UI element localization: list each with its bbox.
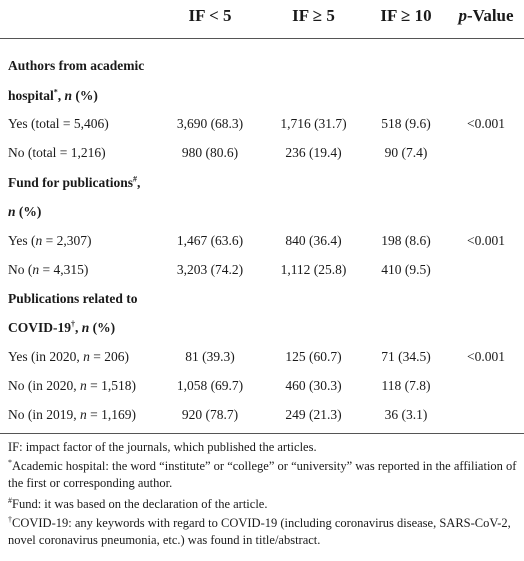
- row-label: Yes (total = 5,406): [8, 116, 109, 131]
- cell-if-ge-5: 125 (60.7): [285, 349, 342, 364]
- cell-if-ge-5: 840 (36.4): [285, 233, 342, 248]
- cell-if-ge-5: 249 (21.3): [285, 407, 342, 422]
- row-label: Yes (in 2020, n = 206): [8, 349, 129, 364]
- cell-if-ge-10: 118 (7.8): [381, 378, 431, 393]
- footnote-academic-hospital: *Academic hospital: the word “institute”…: [8, 457, 517, 490]
- cell-if-lt-5: 3,690 (68.3): [176, 116, 244, 131]
- table-bottom-rule: [0, 433, 524, 434]
- row-label: No (total = 1,216): [8, 145, 106, 160]
- cell-if-lt-5: 1,058 (69.7): [176, 378, 244, 393]
- row-label: No (in 2020, n = 1,518): [8, 378, 136, 393]
- section-academic-title-line2: hospital*, n (%): [8, 87, 98, 103]
- cell-if-lt-5: 920 (78.7): [181, 407, 239, 422]
- cell-if-ge-10: 410 (9.5): [381, 262, 431, 277]
- cell-p-value: <0.001: [467, 233, 505, 248]
- header-if-ge-5: IF ≥ 5: [292, 6, 335, 25]
- cell-if-ge-5: 236 (19.4): [285, 145, 342, 160]
- footnote-fund: #Fund: it was based on the declaration o…: [8, 495, 268, 511]
- section-fund-title-line1: Fund for publications#,: [8, 174, 141, 190]
- cell-if-lt-5: 81 (39.3): [185, 349, 235, 364]
- cell-p-value: <0.001: [467, 349, 505, 364]
- cell-if-ge-10: 198 (8.6): [381, 233, 431, 248]
- footnote-if: IF: impact factor of the journals, which…: [8, 440, 317, 454]
- cell-if-ge-10: 71 (34.5): [381, 349, 431, 364]
- header-rule: [0, 38, 524, 39]
- cell-if-ge-10: 90 (7.4): [384, 145, 428, 160]
- header-p-value: p-Value: [458, 6, 514, 25]
- cell-if-lt-5: 3,203 (74.2): [176, 262, 244, 277]
- cell-if-ge-5: 1,716 (31.7): [280, 116, 347, 131]
- row-label: Yes (n = 2,307): [8, 233, 92, 248]
- cell-if-ge-5: 460 (30.3): [285, 378, 342, 393]
- row-label: No (n = 4,315): [8, 262, 89, 277]
- section-covid-title-line1: Publications related to: [8, 291, 138, 306]
- cell-if-ge-10: 36 (3.1): [384, 407, 428, 422]
- cell-if-lt-5: 980 (80.6): [181, 145, 239, 160]
- row-label: No (in 2019, n = 1,169): [8, 407, 136, 422]
- cell-if-ge-5: 1,112 (25.8): [280, 262, 347, 277]
- cell-if-lt-5: 1,467 (63.6): [176, 233, 244, 248]
- section-covid-title-line2: COVID-19†, n (%): [8, 319, 116, 335]
- section-fund-title-line2: n (%): [8, 204, 42, 219]
- cell-if-ge-10: 518 (9.6): [381, 116, 431, 131]
- header-if-lt-5: IF < 5: [188, 6, 232, 25]
- footnote-covid: †COVID-19: any keywords with regard to C…: [8, 514, 511, 547]
- cell-p-value: <0.001: [467, 116, 505, 131]
- section-academic-title-line1: Authors from academic: [8, 58, 145, 73]
- header-if-ge-10: IF ≥ 10: [380, 6, 432, 25]
